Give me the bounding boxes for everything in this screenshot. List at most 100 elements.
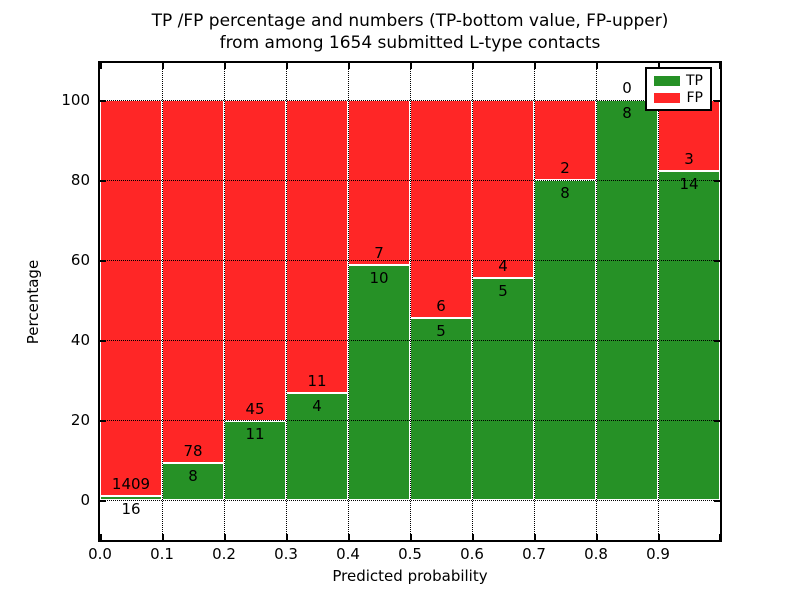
- gridline-vertical: [534, 63, 535, 540]
- bar-segment-fp: [534, 100, 596, 180]
- x-tick-mark: [162, 534, 164, 540]
- bar-segment-fp: [348, 100, 410, 265]
- chart-title-line1: TP /FP percentage and numbers (TP-bottom…: [151, 11, 669, 31]
- x-tick-label: 0.5: [398, 545, 422, 563]
- fp-count-label: 2: [560, 159, 570, 177]
- bar-segment-fp: [410, 100, 472, 319]
- x-tick-mark: [224, 534, 226, 540]
- y-tick-mark: [100, 420, 106, 422]
- y-tick-mark: [100, 500, 106, 502]
- bar-segment-fp: [472, 100, 534, 278]
- y-tick-label: 100: [61, 91, 90, 109]
- x-tick-label: 0.7: [522, 545, 546, 563]
- bar-segment-tp: [410, 318, 472, 500]
- x-tick-mark: [410, 63, 412, 69]
- x-tick-mark: [410, 534, 412, 540]
- y-tick-label: 40: [70, 331, 90, 349]
- x-tick-label: 0.3: [274, 545, 298, 563]
- y-tick-mark: [714, 100, 720, 102]
- y-tick-label: 20: [70, 411, 90, 429]
- fp-count-label: 78: [183, 441, 203, 460]
- x-tick-mark: [286, 63, 288, 69]
- x-tick-mark: [472, 534, 474, 540]
- tp-count-label: 5: [498, 281, 508, 300]
- x-tick-mark: [162, 63, 164, 69]
- gridline-vertical: [348, 63, 349, 540]
- fp-count-label: 6: [436, 297, 446, 316]
- legend: TP FP: [645, 67, 712, 111]
- x-tick-mark: [100, 63, 102, 69]
- tp-count-label: 5: [436, 322, 446, 341]
- tp-count-label: 4: [312, 397, 322, 416]
- bar-segment-tp: [348, 264, 410, 500]
- x-tick-label: 0.1: [150, 545, 174, 563]
- bar-segment-tp: [286, 393, 348, 500]
- bar-segment-fp: [286, 100, 348, 394]
- fp-count-label: 1409: [111, 474, 151, 493]
- fp-count-label: 7: [374, 243, 384, 262]
- x-tick-mark: [718, 534, 720, 540]
- x-tick-mark: [472, 63, 474, 69]
- y-tick-label: 0: [80, 491, 90, 509]
- chart-title-line2: from among 1654 submitted L-type contact…: [219, 33, 601, 53]
- gridline-vertical: [162, 63, 163, 540]
- y-tick-mark: [100, 260, 106, 262]
- bar-segment-tp: [472, 277, 534, 500]
- y-tick-mark: [714, 420, 720, 422]
- tp-count-label: 16: [121, 499, 141, 518]
- legend-entry: FP: [654, 91, 703, 105]
- legend-swatch-tp: [654, 75, 680, 86]
- fp-count-label: 3: [684, 149, 694, 168]
- y-tick-label: 80: [70, 171, 90, 189]
- gridline-vertical: [286, 63, 287, 540]
- fp-count-label: 11: [307, 372, 327, 391]
- tp-count-label: 10: [369, 268, 389, 287]
- x-axis-label: Predicted probability: [332, 567, 488, 585]
- x-tick-label: 0.2: [212, 545, 236, 563]
- bar-segment-tp: [100, 495, 162, 500]
- gridline-vertical: [658, 63, 659, 540]
- plot-area: 1409 16 78 8 45 11 11 4 7 10 6 5 4 5 2 8 0 8 3 14: [98, 61, 722, 542]
- tp-count-label: 14: [679, 174, 699, 193]
- legend-entry: TP: [654, 74, 703, 88]
- legend-label: TP: [686, 72, 703, 89]
- bar-segment-tp: [596, 100, 658, 500]
- x-tick-label: 0.0: [88, 545, 112, 563]
- fp-count-label: 4: [498, 256, 508, 275]
- x-tick-label: 0.6: [460, 545, 484, 563]
- y-tick-mark: [100, 340, 106, 342]
- tp-count-label: 8: [560, 184, 570, 202]
- x-tick-mark: [100, 534, 102, 540]
- tp-count-label: 11: [245, 425, 265, 444]
- bar-segment-fp: [100, 100, 162, 496]
- x-tick-mark: [534, 534, 536, 540]
- bar-segment-tp: [162, 462, 224, 500]
- y-tick-mark: [714, 340, 720, 342]
- x-tick-mark: [534, 63, 536, 69]
- y-axis-label: Percentage: [24, 259, 42, 345]
- x-tick-label: 0.4: [336, 545, 360, 563]
- gridline-vertical: [596, 63, 597, 540]
- bar-segment-fp: [658, 100, 720, 171]
- y-tick-mark: [100, 100, 106, 102]
- y-tick-label: 60: [70, 251, 90, 269]
- legend-swatch-fp: [654, 92, 680, 103]
- tp-count-label: 8: [188, 466, 198, 485]
- y-tick-mark: [714, 500, 720, 502]
- gridline-vertical: [472, 63, 473, 540]
- y-tick-mark: [714, 180, 720, 182]
- y-tick-mark: [714, 260, 720, 262]
- bar-segment-fp: [162, 100, 224, 463]
- fp-count-label: 45: [245, 400, 265, 419]
- x-tick-mark: [348, 63, 350, 69]
- x-tick-mark: [596, 534, 598, 540]
- legend-label: FP: [686, 89, 704, 106]
- x-tick-mark: [286, 534, 288, 540]
- x-tick-label: 0.9: [646, 545, 670, 563]
- gridline-vertical: [410, 63, 411, 540]
- y-tick-mark: [100, 180, 106, 182]
- gridline-vertical: [224, 63, 225, 540]
- x-tick-mark: [596, 63, 598, 69]
- x-tick-mark: [718, 63, 720, 69]
